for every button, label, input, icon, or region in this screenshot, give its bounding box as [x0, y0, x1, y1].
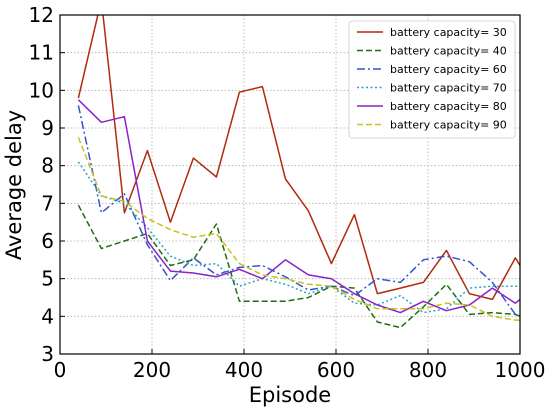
series-line-2 [77, 204, 520, 329]
y-tick-label: 4 [41, 304, 54, 328]
legend-label-3: battery capacity= 60 [390, 63, 507, 76]
y-tick-label: 11 [29, 41, 54, 65]
x-tick-label: 1000 [495, 358, 546, 382]
series-line-6 [77, 137, 520, 321]
series-line-3 [77, 105, 520, 317]
legend-box [348, 20, 516, 139]
legend-label-1: battery capacity= 30 [390, 26, 507, 39]
series-lines [77, 15, 520, 329]
y-tick-label: 8 [41, 154, 54, 178]
legend: battery capacity= 30 battery capacity= 40… [348, 20, 516, 139]
y-tick-label: 10 [29, 78, 54, 102]
y-axis-label: Average delay [2, 110, 26, 260]
legend-label-2: battery capacity= 40 [390, 45, 507, 58]
plot-frame [59, 14, 521, 355]
x-axis-label: Episode [249, 383, 331, 407]
x-tick-label: 600 [317, 358, 355, 382]
y-tick-label: 6 [41, 229, 54, 253]
legend-label-4: battery capacity= 70 [390, 82, 507, 95]
legend-label-5: battery capacity= 80 [390, 100, 507, 113]
series-line-5 [77, 99, 520, 314]
x-tick-label: 0 [54, 358, 67, 382]
y-tick-label: 7 [41, 191, 54, 215]
legend-label-6: battery capacity= 90 [390, 119, 507, 132]
y-tick-label: 12 [29, 3, 54, 27]
y-tick-label: 3 [41, 342, 54, 366]
x-tick-label: 400 [225, 358, 263, 382]
axis-ticks: 0 200 400 600 800 1000 3 4 5 6 7 8 9 10 11 12 [29, 3, 546, 382]
y-tick-label: 9 [41, 116, 54, 140]
series-line-1 [77, 15, 520, 301]
y-tick-label: 5 [41, 267, 54, 291]
series-line-4 [77, 161, 520, 314]
x-tick-label: 200 [133, 358, 171, 382]
x-tick-label: 800 [409, 358, 447, 382]
